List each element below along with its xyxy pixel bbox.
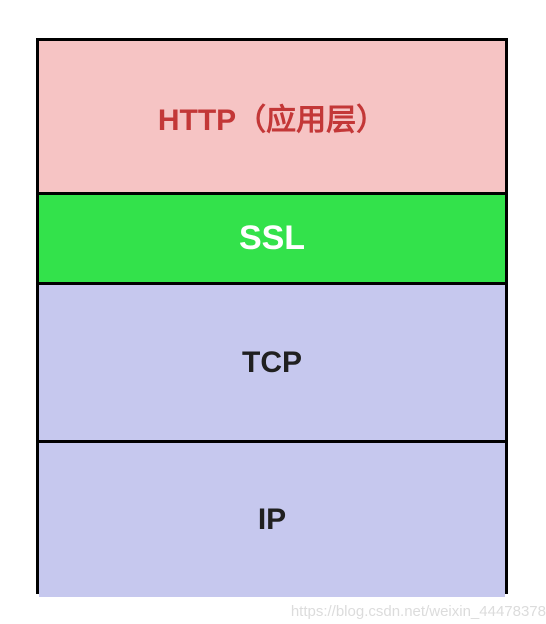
protocol-stack-container: HTTP（应用层） SSL TCP IP bbox=[36, 38, 508, 594]
layer-ssl-label: SSL bbox=[239, 219, 305, 258]
watermark-text: https://blog.csdn.net/weixin_44478378 bbox=[291, 603, 546, 620]
layer-ssl: SSL bbox=[39, 192, 505, 282]
layer-http: HTTP（应用层） bbox=[39, 41, 505, 192]
layer-http-label: HTTP（应用层） bbox=[158, 95, 386, 139]
layer-ip-label: IP bbox=[258, 503, 286, 537]
layer-ip: IP bbox=[39, 440, 505, 597]
layer-tcp: TCP bbox=[39, 282, 505, 440]
layer-tcp-label: TCP bbox=[242, 346, 302, 380]
